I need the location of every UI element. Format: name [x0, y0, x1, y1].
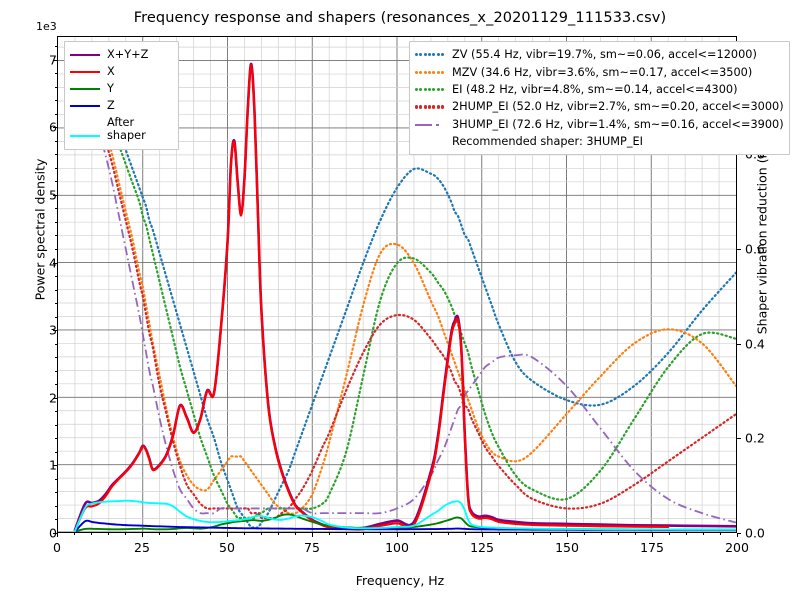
legend-line-sample — [415, 49, 445, 61]
legend-line-sample — [415, 101, 445, 113]
legend-dash-sample — [415, 53, 445, 57]
legend-item-label: 3HUMP_EI (72.6 Hz, vibr=1.4%, sm~=0.16, … — [452, 117, 784, 131]
legend-line-sample — [415, 118, 445, 130]
legend-dash-sample — [415, 105, 445, 109]
x-tick: 0 — [53, 540, 61, 555]
legend-item-label: X+Y+Z — [107, 48, 149, 61]
legend-line-sample — [70, 66, 100, 78]
legend-line-sample — [415, 66, 445, 78]
x-tick: 200 — [725, 540, 749, 555]
y-tick-right: 0.4 — [745, 336, 765, 352]
legend-line-sample — [415, 83, 445, 95]
legend-item-2hump_ei[interactable]: 2HUMP_EI (52.0 Hz, vibr=2.7%, sm~=0.20, … — [415, 98, 784, 115]
legend-item-label: Z — [107, 99, 115, 112]
legend-line-sample — [70, 49, 100, 61]
recommended-shaper-row: Recommended shaper: 3HUMP_EI — [415, 133, 784, 150]
legend-item-z[interactable]: Z — [70, 97, 173, 114]
x-tick: 100 — [385, 540, 409, 555]
legend-line-sample — [70, 83, 100, 95]
y-axis-offset-label: 1e3 — [36, 20, 57, 33]
data-curves — [73, 59, 736, 532]
legend-item-label: Y — [107, 82, 114, 95]
x-tick: 150 — [555, 540, 579, 555]
legend-item-label: After shaper — [107, 116, 146, 142]
legend-item-3hump_ei[interactable]: 3HUMP_EI (72.6 Hz, vibr=1.4%, sm~=0.16, … — [415, 116, 784, 133]
legend-item-label: MZV (34.6 Hz, vibr=3.6%, sm~=0.17, accel… — [452, 65, 753, 79]
legend-dash-sample — [415, 123, 445, 126]
legend-item-ei[interactable]: EI (48.2 Hz, vibr=4.8%, sm~=0.14, accel<… — [415, 81, 784, 98]
recommended-shaper-label: Recommended shaper: 3HUMP_EI — [452, 135, 643, 149]
x-axis-label: Frequency, Hz — [355, 573, 445, 588]
x-tick: 125 — [470, 540, 494, 555]
legend-item-zv[interactable]: ZV (55.4 Hz, vibr=19.7%, sm~=0.06, accel… — [415, 46, 784, 63]
legend-line-sample — [70, 124, 100, 137]
legend-line-sample — [70, 100, 100, 112]
legend-item-label: X — [107, 65, 115, 78]
x-tick: 25 — [134, 540, 150, 555]
legend-psd[interactable]: X+Y+Z X Y Z After shaper — [64, 41, 179, 150]
legend-dash-sample — [415, 70, 445, 74]
y-axis-left-label: Power spectral density — [32, 158, 48, 301]
legend-shapers[interactable]: ZV (55.4 Hz, vibr=19.7%, sm~=0.06, accel… — [409, 41, 790, 156]
legend-item-mzv[interactable]: MZV (34.6 Hz, vibr=3.6%, sm~=0.17, accel… — [415, 63, 784, 80]
x-tick: 175 — [640, 540, 664, 555]
x-tick: 50 — [219, 540, 235, 555]
chart-title: Frequency response and shapers (resonanc… — [133, 10, 667, 26]
y-tick-right: 0.6 — [745, 241, 765, 257]
x-tick: 75 — [304, 540, 320, 555]
legend-item-label: EI (48.2 Hz, vibr=4.8%, sm~=0.14, accel<… — [452, 82, 738, 96]
y-tick-right: 0.0 — [745, 525, 765, 541]
legend-item-y[interactable]: Y — [70, 80, 173, 97]
legend-item-x-y-z[interactable]: X+Y+Z — [70, 46, 173, 63]
legend-dash-sample — [415, 88, 445, 92]
legend-item-label: ZV (55.4 Hz, vibr=19.7%, sm~=0.06, accel… — [452, 48, 757, 62]
y-tick-right: 0.2 — [745, 430, 765, 446]
legend-item-label: 2HUMP_EI (52.0 Hz, vibr=2.7%, sm~=0.20, … — [452, 100, 784, 114]
legend-item-x[interactable]: X — [70, 63, 173, 80]
legend-item-after-shaper[interactable]: After shaper — [70, 114, 173, 145]
